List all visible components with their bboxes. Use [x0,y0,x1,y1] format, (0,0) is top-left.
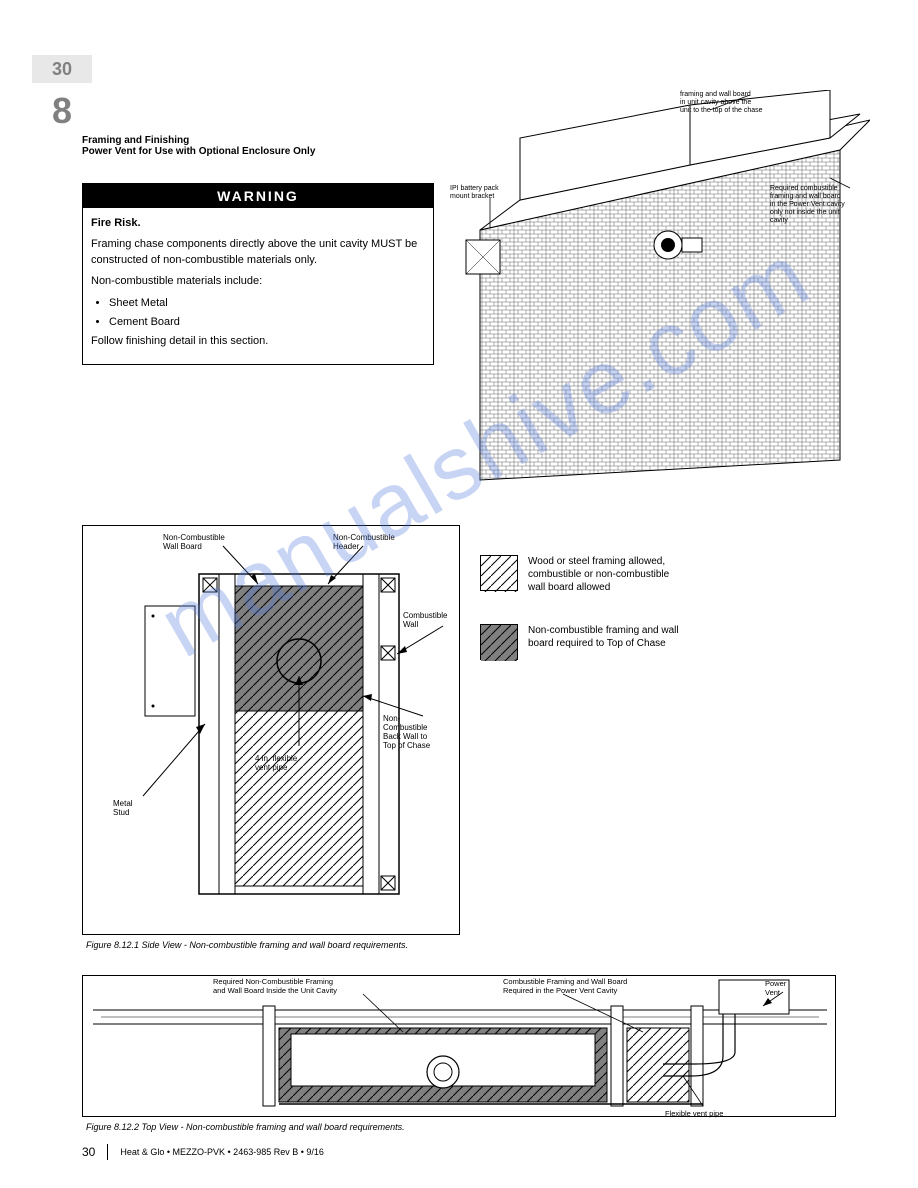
legend-text-1: Wood or steel framing allowed, combustib… [528,555,680,594]
svg-text:Flexible vent pipe: Flexible vent pipe [665,1109,723,1118]
footer-text: Heat & Glo • MEZZO-PVK • 2463-985 Rev B … [120,1147,324,1157]
isometric-view: IPI battery pack mount bracket Required … [450,90,870,470]
figure-2-label: Figure 8.12.2 Top View - Non-combustible… [86,1122,405,1132]
warning-tail: Follow finishing detail in this section. [91,334,425,349]
legend: Wood or steel framing allowed, combustib… [480,555,680,690]
warning-bullet-2: Cement Board [109,315,425,330]
figure-1-label: Figure 8.12.1 Side View - Non-combustibl… [86,940,408,950]
warning-bullet-1: Sheet Metal [109,296,425,311]
warning-list: Sheet Metal Cement Board [109,296,425,331]
warning-line1: Framing chase components directly above … [91,237,425,268]
warning-fire-risk: Fire Risk. [91,217,141,229]
svg-text:Required Non-Combustible Frami: Required Non-Combustible Framingand Wall… [213,977,337,995]
figure-1: Non-CombustibleWall Board Non-Combustibl… [82,525,460,935]
warning-line2: Non-combustible materials include: [91,274,425,289]
warning-body: Fire Risk. Framing chase components dire… [83,208,433,364]
section-number: 8 [52,90,72,132]
legend-text-2: Non-combustible framing and wall board r… [528,624,680,660]
svg-text:Combustible Framing and Wall B: Combustible Framing and Wall BoardRequir… [503,977,627,995]
svg-text:MetalStud: MetalStud [113,799,133,817]
svg-text:CombustibleWall: CombustibleWall [403,611,448,629]
legend-swatch-1 [480,555,518,591]
footer-page: 30 [82,1145,95,1159]
section-title: Framing and Finishing Power Vent for Use… [82,135,315,157]
svg-text:Non-CombustibleWall Board: Non-CombustibleWall Board [163,533,225,551]
iso-callout-ur: Required non-combustible framing and wal… [680,90,764,114]
figure-2: Required Non-Combustible Framingand Wall… [82,975,836,1117]
footer: 30 Heat & Glo • MEZZO-PVK • 2463-985 Rev… [82,1144,324,1160]
legend-swatch-2 [480,624,518,660]
section-title-line2: Power Vent for Use with Optional Enclosu… [82,146,315,157]
warning-box: WARNING Fire Risk. Framing chase compone… [82,183,434,365]
section-title-line1: Framing and Finishing [82,135,189,146]
svg-text:Non-CombustibleBack Wall toTop: Non-CombustibleBack Wall toTop of Chase [383,714,431,750]
iso-callout-ul: IPI battery pack mount bracket [450,185,501,200]
warning-header: WARNING [83,184,433,208]
svg-text:Non-CombustibleHeader: Non-CombustibleHeader [333,533,395,551]
page-number: 30 [32,55,92,83]
